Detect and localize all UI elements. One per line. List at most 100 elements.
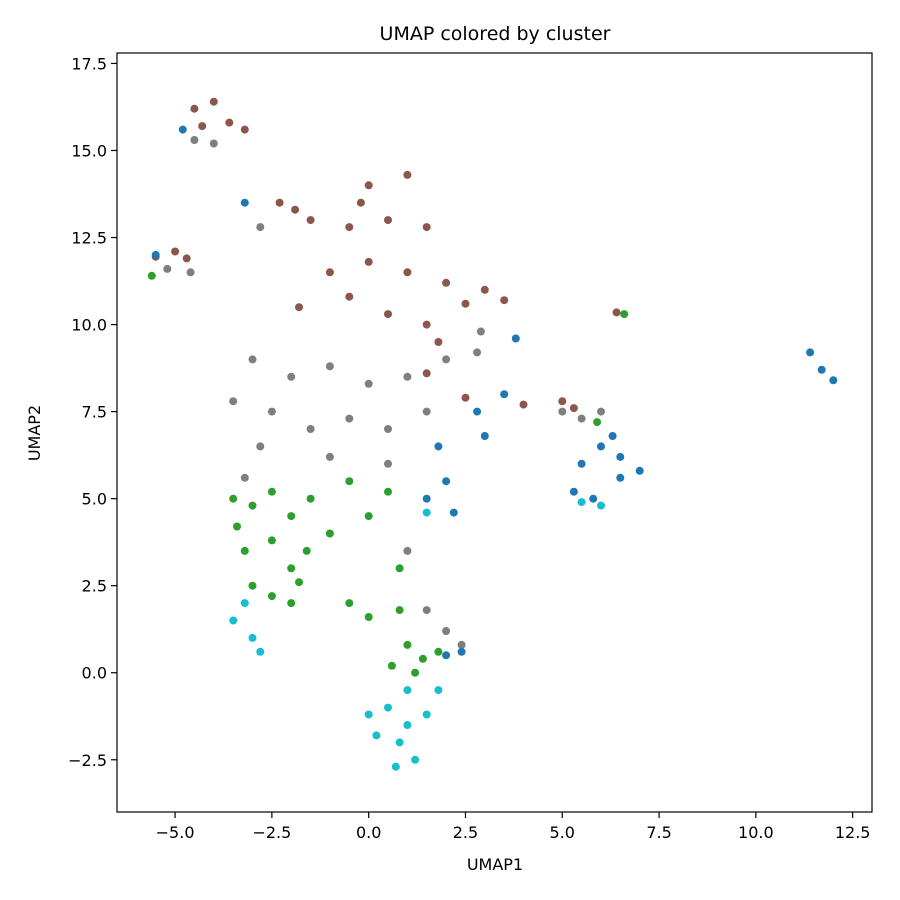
- data-point: [240, 473, 249, 482]
- data-point: [364, 613, 373, 621]
- data-point: [295, 578, 303, 587]
- data-point: [577, 414, 586, 423]
- data-point: [461, 299, 470, 308]
- data-point: [295, 303, 303, 312]
- data-point: [240, 125, 249, 134]
- data-point: [291, 205, 300, 214]
- data-point: [345, 477, 354, 486]
- data-point: [442, 627, 451, 635]
- x-tick-label: 12.5: [835, 823, 871, 842]
- data-point: [434, 338, 443, 346]
- data-point: [442, 355, 451, 364]
- data-point: [391, 762, 400, 771]
- data-point: [473, 407, 482, 416]
- data-point: [364, 512, 373, 521]
- data-point: [806, 348, 815, 357]
- data-point: [422, 606, 431, 615]
- y-tick-label: 7.5: [82, 403, 107, 422]
- y-axis-title: UMAP2: [25, 405, 44, 461]
- y-tick-label: 17.5: [71, 54, 107, 73]
- data-point: [500, 390, 509, 399]
- y-tick-label: 5.0: [82, 490, 107, 509]
- data-point: [325, 452, 334, 461]
- data-point: [209, 139, 218, 148]
- data-point: [229, 397, 238, 406]
- data-point: [240, 599, 249, 608]
- data-point: [442, 477, 451, 486]
- data-point: [500, 296, 509, 305]
- data-point: [461, 393, 470, 402]
- data-point: [356, 198, 365, 207]
- data-point: [434, 686, 443, 695]
- data-point: [325, 268, 334, 277]
- data-point: [635, 466, 644, 475]
- data-point: [151, 250, 160, 259]
- data-point: [569, 404, 578, 413]
- data-point: [384, 216, 392, 225]
- data-point: [248, 355, 257, 364]
- plot-frame: [116, 52, 873, 813]
- x-tick-label: 7.5: [646, 823, 671, 842]
- data-point: [457, 647, 466, 656]
- data-point: [395, 564, 404, 573]
- data-point: [480, 285, 489, 294]
- data-point: [422, 223, 431, 232]
- data-point: [163, 264, 172, 273]
- data-point: [287, 564, 296, 573]
- data-point: [302, 546, 311, 555]
- data-point: [418, 654, 427, 663]
- data-point: [233, 522, 241, 531]
- data-point: [558, 407, 567, 416]
- data-point: [240, 546, 249, 555]
- data-point: [364, 181, 373, 190]
- data-point: [345, 599, 354, 608]
- y-axis: −2.5 0.0 2.5 5.0 7.5 10.0 12.5 15.0 17.5: [68, 54, 117, 770]
- data-point: [577, 498, 586, 507]
- data-point: [325, 529, 334, 538]
- x-tick-label: −2.5: [252, 823, 291, 842]
- chart-title: UMAP colored by cluster: [380, 23, 611, 45]
- data-point: [616, 452, 625, 461]
- data-point: [198, 122, 207, 131]
- data-point: [597, 442, 605, 451]
- data-point: [597, 407, 605, 416]
- data-point: [306, 425, 315, 433]
- data-point: [620, 310, 629, 319]
- data-point: [449, 508, 458, 517]
- data-point: [256, 442, 265, 451]
- data-point: [384, 487, 392, 496]
- data-point: [434, 647, 443, 656]
- data-point: [403, 686, 412, 695]
- x-tick-label: 0.0: [356, 823, 381, 842]
- data-point: [569, 487, 578, 496]
- data-point: [480, 432, 489, 440]
- x-axis-title: UMAP1: [467, 855, 523, 874]
- data-point: [403, 372, 412, 381]
- data-point: [384, 703, 392, 712]
- data-point: [593, 418, 602, 427]
- data-point: [387, 661, 396, 670]
- data-point: [345, 414, 354, 423]
- data-point: [372, 731, 381, 740]
- data-point: [325, 362, 334, 371]
- data-point: [306, 494, 315, 503]
- data-point: [411, 668, 420, 677]
- y-tick-label: 15.0: [71, 141, 107, 160]
- data-point: [403, 170, 412, 179]
- data-point: [147, 271, 156, 280]
- data-point: [240, 198, 249, 207]
- data-point: [384, 459, 392, 468]
- data-point: [345, 292, 354, 301]
- x-tick-label: 5.0: [550, 823, 575, 842]
- data-point: [434, 442, 443, 451]
- data-point: [287, 512, 296, 521]
- data-point: [229, 494, 238, 503]
- data-point: [422, 494, 431, 503]
- data-point: [267, 407, 276, 416]
- data-point: [817, 365, 826, 374]
- data-point: [422, 508, 431, 517]
- data-point: [616, 473, 625, 482]
- data-point: [248, 581, 257, 590]
- x-tick-label: −5.0: [156, 823, 195, 842]
